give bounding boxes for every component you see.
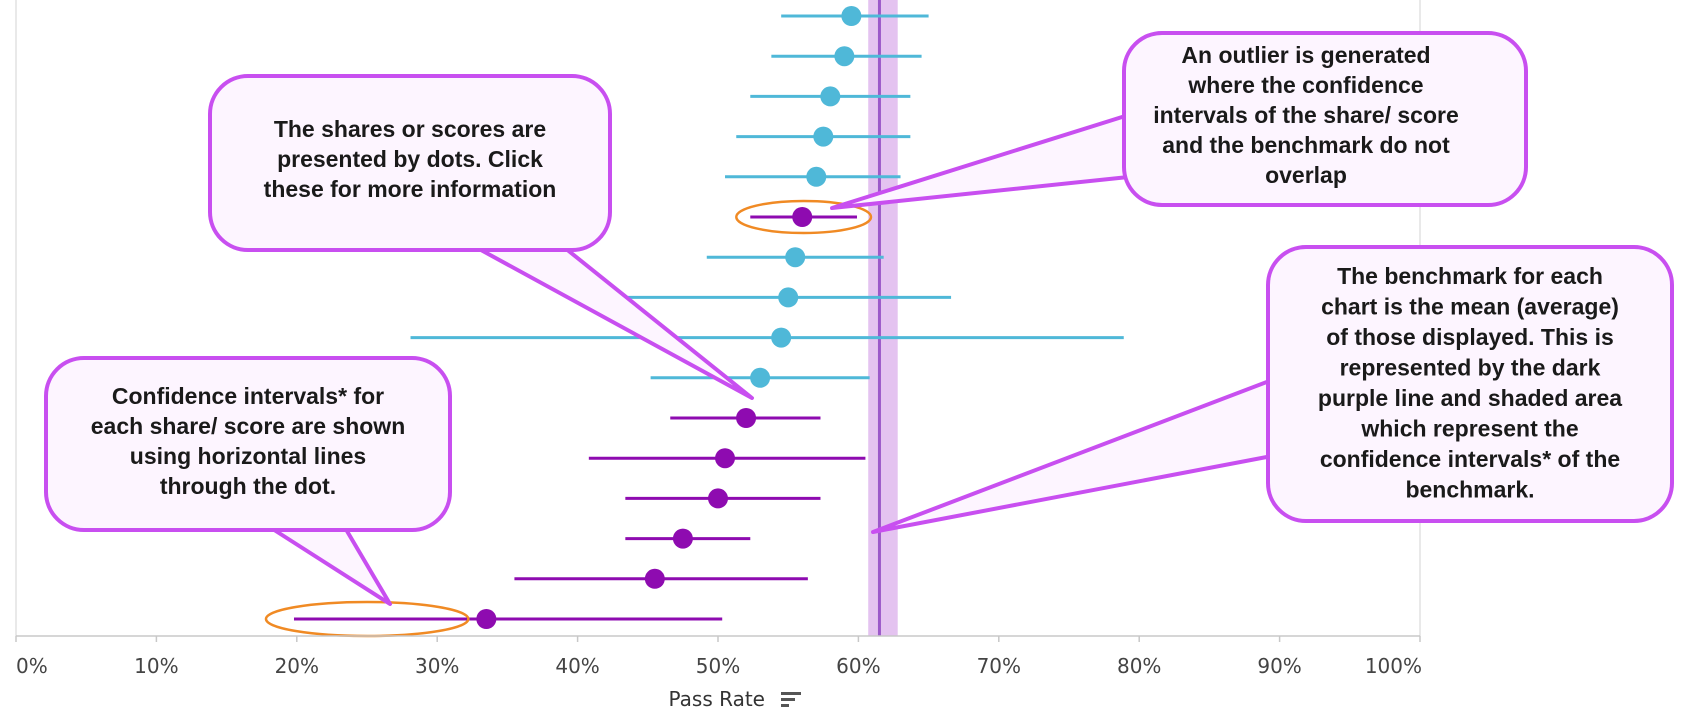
data-point-dot[interactable] bbox=[813, 126, 834, 147]
callout-benchmark: The benchmark for each chart is the mean … bbox=[871, 245, 1674, 534]
data-point-row bbox=[670, 408, 821, 428]
data-point-row bbox=[781, 6, 929, 26]
callout-dots: The shares or scores are presented by dot… bbox=[208, 74, 754, 400]
callout-pointer bbox=[871, 378, 1274, 534]
sort-icon-bar-1 bbox=[781, 692, 801, 695]
callout-text-line: and the benchmark do not bbox=[1162, 132, 1450, 158]
callout-box bbox=[44, 356, 452, 532]
x-tick-label: 60% bbox=[836, 654, 880, 678]
callout-text-line: overlap bbox=[1265, 162, 1347, 188]
callout-text-line: represented by the dark bbox=[1340, 355, 1601, 381]
x-tick-label: 40% bbox=[555, 654, 599, 678]
data-point-row bbox=[771, 46, 922, 67]
callout-pointer bbox=[266, 524, 392, 606]
data-point-row bbox=[650, 367, 870, 388]
callout-text-line: these for more information bbox=[264, 176, 557, 202]
callout-text-line: each share/ score are shown bbox=[91, 413, 406, 439]
data-point-dot[interactable] bbox=[644, 568, 665, 589]
callout-text-line: where the confidence bbox=[1187, 72, 1423, 98]
callouts: The shares or scores are presented by dot… bbox=[44, 31, 1674, 606]
x-tick-label: 80% bbox=[1117, 654, 1161, 678]
callout-text-line: of those displayed. This is bbox=[1326, 324, 1614, 350]
callout-text-line: An outlier is generated bbox=[1181, 42, 1430, 68]
data-points bbox=[293, 6, 1124, 629]
data-point-row bbox=[293, 609, 723, 629]
sort-icon-bar-3 bbox=[781, 704, 789, 707]
x-tick-label: 10% bbox=[134, 654, 178, 678]
callout-text-line: using horizontal lines bbox=[130, 443, 366, 469]
data-point-row bbox=[750, 86, 911, 107]
data-point-dot[interactable] bbox=[771, 327, 792, 348]
data-point-dot[interactable] bbox=[792, 207, 813, 227]
data-point-row bbox=[706, 247, 884, 268]
data-point-dot[interactable] bbox=[672, 528, 693, 549]
data-point-row bbox=[725, 166, 901, 187]
x-tick-label: 20% bbox=[275, 654, 319, 678]
x-tick-label: 90% bbox=[1257, 654, 1301, 678]
callout-text-line: confidence intervals* of the bbox=[1320, 446, 1620, 472]
callout-box bbox=[208, 74, 612, 252]
callout-text-line: Confidence intervals* for bbox=[112, 383, 384, 409]
sort-icon-bar-2 bbox=[781, 698, 795, 701]
x-axis: 0% 10% 20% 30% 40% 50% 60% 70% 80% 90% 100% Pass Ra… bbox=[15, 635, 1422, 711]
x-axis-label: Pass Rate bbox=[669, 687, 765, 711]
data-point-dot[interactable] bbox=[841, 6, 862, 26]
data-point-dot[interactable] bbox=[785, 247, 806, 268]
data-point-row bbox=[736, 126, 911, 147]
data-point-dot[interactable] bbox=[750, 367, 771, 388]
callout-text-line: intervals of the share/ score bbox=[1153, 102, 1459, 128]
data-point-row bbox=[625, 488, 821, 509]
data-point-row bbox=[514, 568, 808, 589]
x-tick-label: 50% bbox=[696, 654, 740, 678]
data-point-dot[interactable] bbox=[736, 408, 757, 428]
callout-text-line: The benchmark for each bbox=[1337, 263, 1603, 289]
outlier-highlight-oval bbox=[735, 199, 873, 235]
callout-text-line: which represent the bbox=[1360, 416, 1578, 442]
callout-box bbox=[1266, 245, 1674, 523]
x-tick-label: 100% bbox=[1365, 654, 1422, 678]
data-point-dot[interactable] bbox=[476, 609, 497, 629]
data-point-row bbox=[616, 287, 952, 308]
data-point-dot[interactable] bbox=[715, 448, 736, 469]
data-point-row bbox=[410, 327, 1124, 348]
data-point-dot[interactable] bbox=[806, 166, 827, 187]
callout-text-line: through the dot. bbox=[160, 473, 336, 499]
callout-text-line: purple line and shaded area bbox=[1318, 385, 1622, 411]
data-point-dot[interactable] bbox=[708, 488, 728, 509]
data-point-row bbox=[625, 528, 751, 549]
data-point-dot[interactable] bbox=[778, 287, 799, 308]
callout-box bbox=[1122, 31, 1528, 207]
callout-outlier: An outlier is generated where the confide… bbox=[830, 31, 1528, 210]
callout-text-line: benchmark. bbox=[1405, 477, 1534, 503]
data-point-row bbox=[588, 448, 866, 469]
data-point-dot[interactable] bbox=[834, 46, 855, 67]
callout-pointer bbox=[468, 242, 754, 400]
x-tick-label: 0% bbox=[16, 654, 48, 678]
sort-icon[interactable] bbox=[781, 692, 801, 707]
x-tick-label: 70% bbox=[977, 654, 1021, 678]
callout-text-line: The shares or scores are bbox=[274, 116, 546, 142]
callout-text-line: chart is the mean (average) bbox=[1321, 294, 1619, 320]
x-tick-label: 30% bbox=[415, 654, 459, 678]
data-point-dot[interactable] bbox=[820, 86, 841, 107]
callout-ci: Confidence intervals* for each share/ sco… bbox=[44, 356, 452, 606]
callout-text-line: presented by dots. Click bbox=[277, 146, 543, 172]
data-point-row bbox=[750, 207, 857, 227]
